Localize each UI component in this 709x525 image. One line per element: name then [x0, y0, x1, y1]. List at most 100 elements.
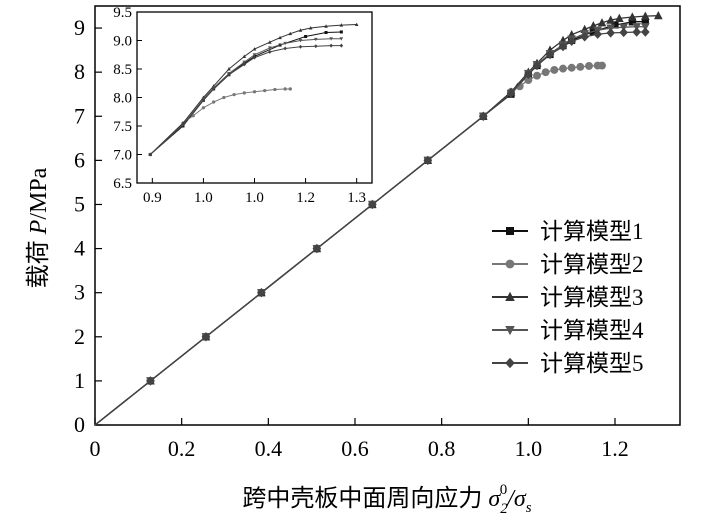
inset-data-point: [252, 53, 257, 57]
inset-data-point: [304, 35, 308, 39]
data-point: [641, 27, 650, 37]
legend: 计算模型1 计算模型2 计算模型3 计算模型4 计算模型5: [492, 219, 644, 376]
data-point: [545, 49, 555, 60]
data-point: [619, 23, 628, 32]
inset-data-point: [273, 87, 277, 92]
y-tick-label: 5: [74, 191, 85, 216]
y-tick-label: 7: [74, 103, 85, 128]
inset-data-point: [242, 60, 247, 65]
y-tick-label: 2: [74, 324, 85, 349]
data-point: [611, 21, 619, 29]
inset-y-tick-label: 7.0: [113, 148, 132, 164]
data-point: [257, 288, 266, 298]
legend-item-5: 计算模型5: [492, 351, 644, 376]
inset-y-tick-label: 7.5: [113, 119, 132, 135]
data-point: [641, 23, 650, 32]
legend-item-2: 计算模型2: [492, 252, 644, 277]
inset-x-tick-label: 1.0: [245, 190, 264, 206]
x-tick-label: 0: [90, 436, 101, 461]
legend-marker: [506, 227, 514, 235]
inset-data-point: [268, 40, 272, 44]
data-point: [559, 64, 567, 73]
y-tick-label: 9: [74, 15, 85, 40]
legend-label: 计算模型3: [540, 285, 644, 310]
inset-data-point: [181, 122, 185, 127]
legend-marker: [505, 259, 515, 269]
legend-label: 计算模型5: [540, 351, 644, 376]
inset-x-tick-label: 1.2: [296, 190, 315, 206]
inset-data-point: [298, 28, 303, 32]
data-point: [524, 69, 533, 80]
inset-data-point: [242, 54, 247, 58]
main-plot-frame: [94, 5, 681, 426]
data-point: [628, 18, 636, 26]
x-tick-label: 0.2: [168, 436, 196, 461]
data-point: [597, 18, 607, 27]
data-point: [598, 61, 606, 70]
inset-y-tick-label: 8.0: [113, 91, 132, 107]
inset-data-point: [222, 95, 226, 100]
inset-data-point: [329, 37, 333, 41]
x-tick-label: 1.2: [601, 436, 629, 461]
inset-data-point: [211, 87, 216, 91]
data-point: [641, 17, 649, 26]
data-point: [632, 23, 641, 32]
legend-marker: [505, 326, 515, 336]
legend-item-1: 计算模型1: [492, 219, 644, 244]
data-point: [524, 76, 533, 85]
data-point: [567, 36, 576, 46]
x-tick-label: 0.6: [341, 436, 369, 461]
y-axis-label: 载荷 P/MPa: [25, 167, 52, 288]
legend-marker: [505, 291, 515, 301]
x-axis-label: 跨中壳板中面周向应力 σ20/σs: [242, 482, 531, 517]
data-point: [606, 15, 615, 24]
inset-data-point: [232, 93, 236, 97]
data-point: [558, 41, 568, 52]
inset-series: [148, 22, 359, 157]
inset-data-point: [329, 43, 333, 48]
inset-data-point: [191, 114, 195, 118]
inset-data-point: [339, 43, 344, 48]
data-point: [368, 199, 377, 210]
y-tick-label: 6: [74, 147, 85, 172]
data-point: [146, 376, 155, 386]
inset-x-tick-label: 0.9: [143, 190, 162, 206]
data-point: [541, 68, 550, 77]
legend-item-4: 计算模型4: [492, 318, 644, 343]
data-point: [632, 27, 641, 37]
data-point: [567, 63, 576, 72]
series-5: [94, 27, 650, 426]
inset-x-tick-label: 1.0: [194, 190, 213, 206]
data-point: [532, 60, 542, 71]
inset-frame: [136, 11, 373, 184]
main-plot-area: 0 1 2 3 4 5 6 7 8 9 0 0.2 0.4 0.6 0.8 1.0 1.2: [74, 5, 681, 461]
data-point: [506, 88, 516, 99]
inset-data-point: [314, 44, 318, 49]
legend-label: 计算模型4: [540, 318, 644, 343]
inset-data-point: [242, 91, 246, 95]
inset-data-point: [268, 49, 272, 54]
inset-data-point: [339, 23, 344, 27]
inset-data-point: [339, 30, 343, 34]
inset-data-point: [211, 100, 216, 104]
data-point: [201, 332, 211, 342]
legend-label: 计算模型1: [540, 219, 644, 244]
inset-data-point: [298, 39, 303, 43]
data-point: [628, 12, 637, 21]
inset-data-point: [283, 41, 287, 46]
data-point: [533, 71, 541, 80]
data-point: [550, 65, 559, 74]
inset-data-point: [339, 37, 344, 41]
inset-data-point: [324, 31, 328, 35]
x-tick-label: 0.8: [428, 436, 456, 461]
inset-data-point: [201, 106, 206, 110]
inset-data-point: [227, 72, 231, 77]
data-point: [641, 11, 650, 20]
x-tick-label: 1.0: [515, 436, 543, 461]
inset-plot-area: 6.5 7.0 7.5 8.0 8.5 9.0 9.5 0.9 1.0 1.0 1.2 1.3: [113, 5, 373, 206]
data-point: [580, 32, 589, 42]
inset-data-point: [278, 35, 282, 40]
inset-data-point: [263, 89, 267, 93]
x-tick-label: 0.4: [255, 436, 283, 461]
